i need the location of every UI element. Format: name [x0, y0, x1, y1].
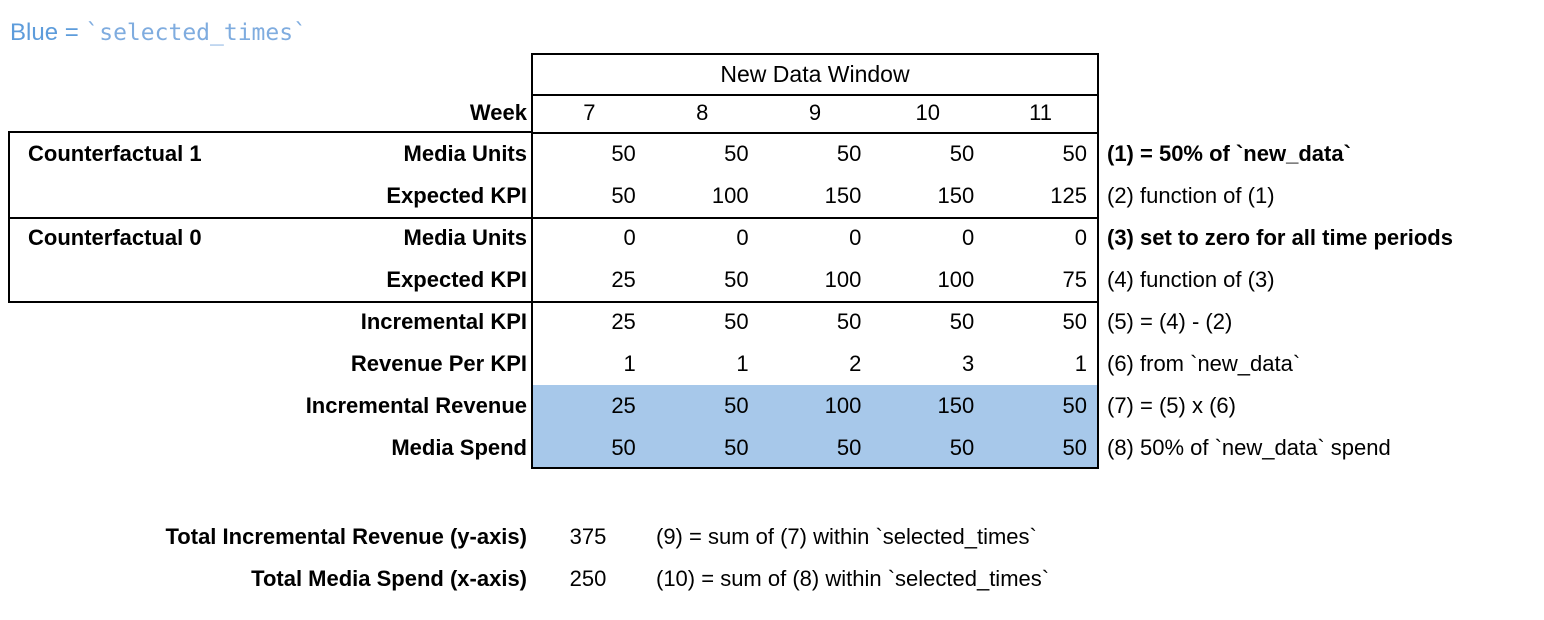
week-number: 9	[808, 100, 822, 125]
table-cell: 2	[849, 351, 862, 376]
table-row: 50 50 50 50 50	[533, 133, 1097, 175]
total-incremental-revenue-note: (9) = sum of (7) within `selected_times`	[656, 524, 1037, 549]
table-cell: 1	[623, 351, 636, 376]
counterfactual-0-box	[8, 217, 533, 303]
table-row: 1 1 2 3 1	[533, 343, 1097, 385]
table-cell: 3	[961, 351, 975, 376]
row-label-expected-kpi-cf0: Expected KPI	[386, 267, 527, 292]
row-label-incremental-revenue: Incremental Revenue	[305, 393, 527, 418]
table-cell: 50	[611, 435, 636, 460]
table-cell: 50	[724, 393, 749, 418]
table-cell: 50	[949, 435, 975, 460]
table-cell: 0	[849, 225, 862, 250]
week-number: 10	[915, 100, 941, 125]
counterfactual-0-label: Counterfactual 0	[28, 225, 202, 250]
table-cell: 50	[724, 267, 749, 292]
table-cell: 50	[724, 141, 749, 166]
week-numbers-row: 7 8 9 10 11	[533, 95, 1097, 131]
data-table-box	[531, 53, 1099, 469]
table-cell: 50	[724, 309, 749, 334]
row-label-media-units-cf1: Media Units	[403, 141, 527, 166]
total-incremental-revenue-label: Total Incremental Revenue (y-axis)	[165, 524, 528, 549]
table-cell: 100	[711, 183, 749, 208]
row-label-media-spend: Media Spend	[391, 435, 527, 460]
table-cell: 150	[937, 183, 975, 208]
legend-code: `selected_times`	[85, 20, 307, 46]
week-number: 7	[583, 100, 596, 125]
table-cell: 50	[836, 309, 862, 334]
table-cell: 100	[824, 393, 862, 418]
table-cell: 50	[611, 141, 636, 166]
table-cell: 100	[937, 267, 975, 292]
row-label-incremental-kpi: Incremental KPI	[360, 309, 527, 334]
divider-counterfactual-0	[533, 301, 1097, 303]
total-media-spend-value: 250	[569, 566, 607, 591]
table-cell: 50	[1062, 393, 1087, 418]
row-note-8: (8) 50% of `new_data` spend	[1107, 435, 1391, 460]
table-cell: 50	[949, 141, 975, 166]
table-cell: 25	[611, 309, 636, 334]
row-note-6: (6) from `new_data`	[1107, 351, 1301, 376]
table-cell: 0	[623, 225, 636, 250]
table-cell: 1	[736, 351, 749, 376]
table-cell: 0	[961, 225, 975, 250]
table-cell: 25	[611, 393, 636, 418]
table-cell: 1	[1074, 351, 1087, 376]
table-cell: 50	[611, 183, 636, 208]
row-note-7: (7) = (5) x (6)	[1107, 393, 1236, 418]
week-label: Week	[469, 100, 527, 125]
table-cell: 50	[1062, 435, 1087, 460]
table-cell: 100	[824, 267, 862, 292]
table-cell: 50	[836, 141, 862, 166]
divider-below-header	[533, 94, 1097, 96]
week-number: 8	[696, 100, 709, 125]
table-cell: 150	[824, 183, 862, 208]
total-incremental-revenue-value: 375	[569, 524, 607, 549]
row-note-3: (3) set to zero for all time periods	[1107, 225, 1453, 250]
table-cell: 50	[1062, 309, 1087, 334]
table-row: 50 100 150 150 125	[533, 175, 1097, 217]
table-row: 0 0 0 0 0	[533, 217, 1097, 259]
row-note-5: (5) = (4) - (2)	[1107, 309, 1233, 334]
week-number: 11	[1029, 100, 1052, 125]
table-cell: 125	[1050, 183, 1087, 208]
row-label-revenue-per-kpi: Revenue Per KPI	[350, 351, 527, 376]
table-cell: 25	[611, 267, 636, 292]
row-label-expected-kpi-cf1: Expected KPI	[386, 183, 527, 208]
table-cell: 50	[949, 309, 975, 334]
selected-times-highlight	[533, 385, 1097, 467]
table-cell: 50	[724, 435, 749, 460]
row-label-media-units-cf0: Media Units	[403, 225, 527, 250]
divider-counterfactual-1	[533, 217, 1097, 219]
table-cell: 50	[836, 435, 862, 460]
table-cell: 75	[1062, 267, 1087, 292]
divider-below-week	[533, 132, 1097, 134]
row-note-1: (1) = 50% of `new_data`	[1107, 141, 1351, 166]
highlight-legend: Blue = `selected_times`	[10, 14, 307, 52]
table-row-highlighted: 25 50 100 150 50	[533, 385, 1097, 427]
table-row: 25 50 100 100 75	[533, 259, 1097, 301]
counterfactual-1-label: Counterfactual 1	[28, 141, 202, 166]
total-media-spend-label: Total Media Spend (x-axis)	[251, 566, 527, 591]
table-cell: 50	[1062, 141, 1087, 166]
table-row: 25 50 50 50 50	[533, 301, 1097, 343]
row-note-4: (4) function of (3)	[1107, 267, 1275, 292]
row-note-2: (2) function of (1)	[1107, 183, 1275, 208]
table-cell: 0	[736, 225, 749, 250]
table-cell: 150	[937, 393, 975, 418]
total-media-spend-note: (10) = sum of (8) within `selected_times…	[656, 566, 1050, 591]
table-cell: 0	[1074, 225, 1087, 250]
new-data-window-title: New Data Window	[720, 61, 910, 87]
table-row-highlighted: 50 50 50 50 50	[533, 427, 1097, 469]
legend-prefix: Blue =	[10, 19, 86, 46]
